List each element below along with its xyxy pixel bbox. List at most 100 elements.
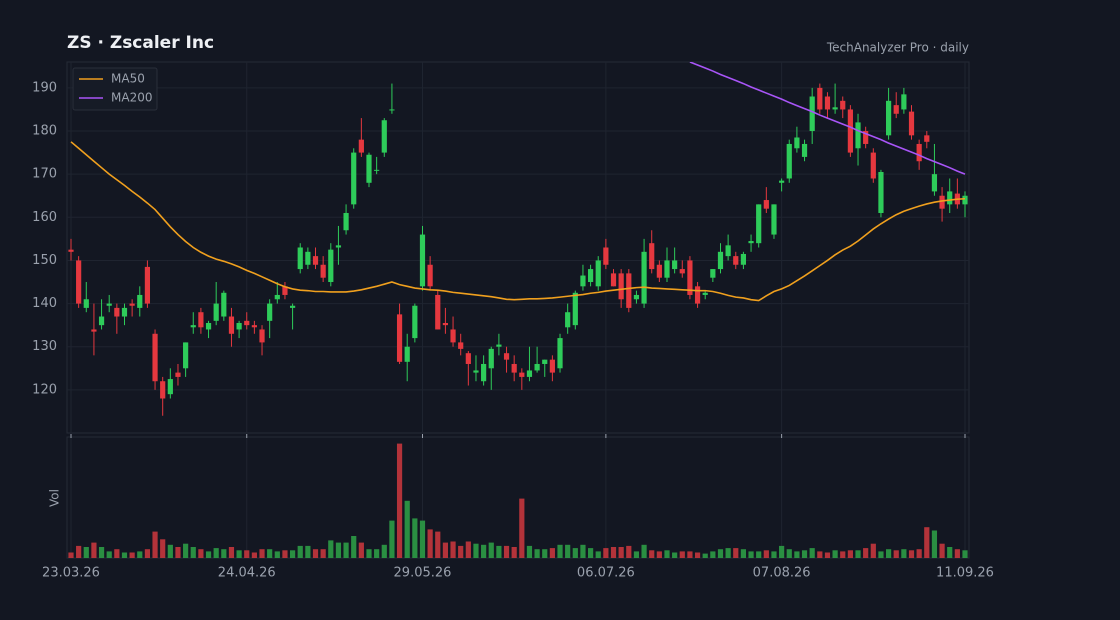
- volume-bar: [603, 548, 609, 558]
- volume-bar: [549, 548, 555, 558]
- volume-bar: [167, 544, 173, 558]
- candle-body: [580, 275, 586, 287]
- candle-body: [236, 322, 242, 330]
- candle-body: [847, 109, 853, 153]
- volume-bar: [580, 544, 586, 558]
- candle-body: [267, 303, 273, 321]
- volume-bar: [908, 550, 915, 558]
- volume-bar: [419, 520, 426, 558]
- y-tick-label: 170: [32, 167, 57, 182]
- candle-body: [641, 251, 647, 304]
- legend-label: MA50: [111, 72, 145, 86]
- candle-body: [855, 122, 861, 149]
- candle-body: [152, 333, 158, 382]
- candle-body: [83, 299, 89, 308]
- volume-bar: [672, 552, 678, 558]
- volume-bar: [779, 545, 785, 558]
- candle-body: [305, 251, 311, 265]
- volume-bar: [343, 542, 349, 558]
- volume-bar: [526, 545, 533, 558]
- volume-bar: [289, 550, 296, 558]
- volume-bar: [725, 548, 731, 558]
- volume-bar: [435, 531, 441, 558]
- candle-body: [98, 316, 105, 326]
- volume-bar: [320, 549, 326, 558]
- candle-body: [649, 243, 655, 270]
- candle-body: [893, 105, 899, 114]
- volume-bar: [801, 550, 808, 558]
- candle-body: [396, 314, 403, 362]
- candle-body: [259, 329, 265, 343]
- volume-bar: [893, 550, 899, 558]
- volume-bar: [702, 553, 708, 558]
- candle-body: [76, 260, 82, 304]
- candle-body: [595, 260, 601, 287]
- price-panel: [66, 61, 970, 434]
- volume-bars: [68, 443, 968, 558]
- volume-bar: [817, 551, 823, 558]
- volume-bar: [404, 500, 410, 558]
- volume-bar: [496, 545, 502, 558]
- volume-panel: [66, 436, 970, 559]
- candle-body: [908, 111, 915, 136]
- volume-bar: [610, 547, 617, 558]
- candle-body: [870, 152, 876, 179]
- volume-bar: [855, 550, 861, 558]
- candle-body: [343, 212, 349, 231]
- candle-body: [924, 135, 930, 142]
- volume-bar: [106, 551, 112, 558]
- volume-bar: [152, 531, 158, 558]
- volume-bar: [190, 547, 196, 558]
- volume-bar: [740, 549, 747, 558]
- volume-bar: [328, 540, 334, 558]
- volume-bar: [481, 544, 487, 558]
- candle-body: [129, 303, 135, 306]
- candle-body: [587, 269, 594, 283]
- candle-body: [947, 191, 953, 205]
- candle-body: [756, 204, 762, 244]
- candle-body: [733, 256, 739, 265]
- candle-body: [190, 325, 196, 328]
- y-tick-label: 130: [32, 339, 57, 354]
- volume-bar: [595, 551, 601, 558]
- candle-body: [213, 303, 219, 321]
- candle-body: [465, 353, 471, 364]
- volume-bar: [381, 544, 387, 558]
- volume-bar: [205, 551, 212, 558]
- candle-body: [412, 305, 418, 339]
- candle-body: [488, 348, 494, 369]
- volume-bar: [870, 543, 876, 558]
- volume-bar: [121, 552, 128, 558]
- candle-body: [771, 204, 777, 235]
- volume-bar: [840, 551, 846, 558]
- volume-bar: [656, 551, 662, 558]
- volume-bar: [335, 542, 342, 558]
- candle-body: [863, 131, 869, 144]
- candle-body: [503, 353, 510, 360]
- candle-body: [473, 370, 479, 373]
- volume-bar: [717, 549, 724, 558]
- candle-body: [358, 139, 364, 153]
- candle-body: [442, 322, 449, 326]
- volume-bar: [863, 548, 869, 558]
- volume-bar: [748, 551, 754, 558]
- x-tick-label: 06.07.26: [577, 566, 635, 581]
- volume-bar: [465, 541, 471, 558]
- volume-bar: [358, 542, 364, 558]
- candle-body: [962, 195, 968, 205]
- candle-body: [702, 292, 708, 295]
- candle-body: [404, 346, 410, 362]
- chart-subtitle: TechAnalyzer Pro · daily: [826, 41, 969, 55]
- volume-bar: [832, 550, 838, 558]
- candle-body: [840, 100, 846, 110]
- ma-line: [689, 62, 966, 175]
- volume-bar: [98, 547, 105, 558]
- volume-bar: [442, 542, 449, 558]
- volume-bar: [198, 549, 204, 558]
- candle-body: [228, 316, 235, 334]
- candle-body: [801, 143, 808, 157]
- candle-body: [542, 359, 548, 364]
- candle-body: [549, 359, 555, 373]
- candle-body: [679, 269, 685, 274]
- volume-bar: [679, 551, 685, 558]
